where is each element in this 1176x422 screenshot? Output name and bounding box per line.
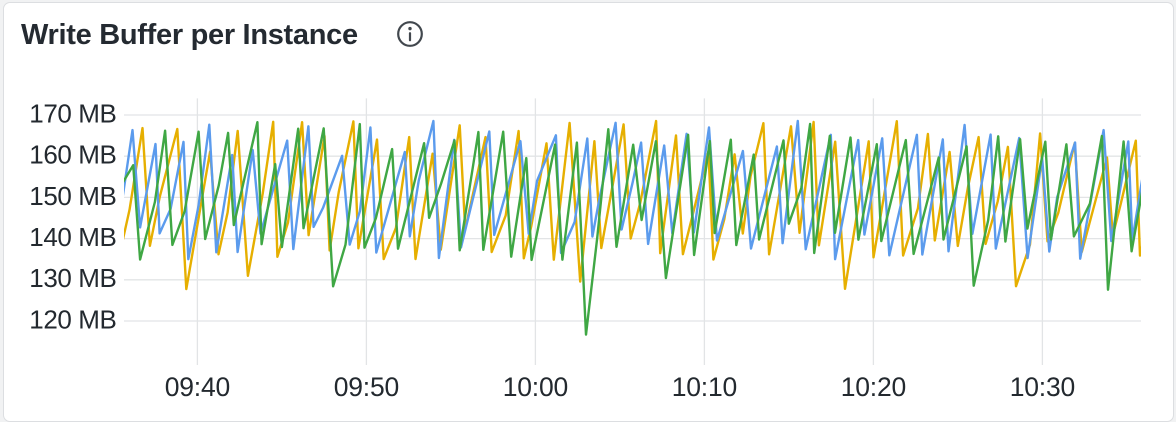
svg-text:10:10: 10:10 <box>672 372 737 402</box>
svg-text:160 MB: 160 MB <box>29 140 116 170</box>
svg-text:09:40: 09:40 <box>165 372 230 402</box>
svg-text:130 MB: 130 MB <box>29 263 116 293</box>
svg-text:09:50: 09:50 <box>334 372 399 402</box>
svg-text:120 MB: 120 MB <box>29 304 116 334</box>
svg-text:140 MB: 140 MB <box>29 222 116 252</box>
svg-text:10:00: 10:00 <box>503 372 568 402</box>
svg-text:170 MB: 170 MB <box>29 98 116 128</box>
svg-text:10:30: 10:30 <box>1010 372 1075 402</box>
svg-text:10:20: 10:20 <box>841 372 906 402</box>
svg-text:150 MB: 150 MB <box>29 181 116 211</box>
